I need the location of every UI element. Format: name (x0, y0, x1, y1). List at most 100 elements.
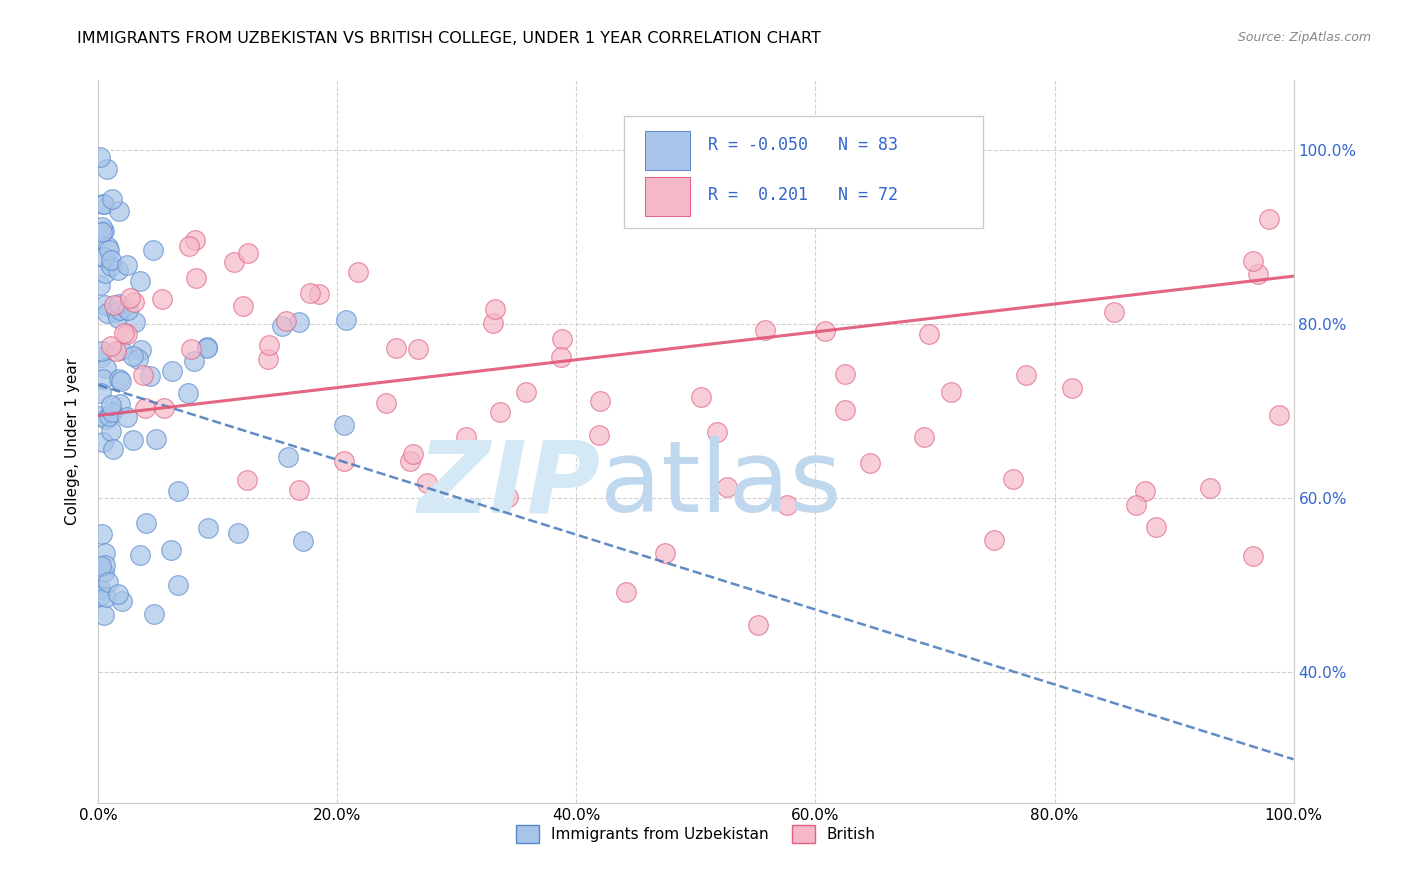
Point (105, 343, 128, 358)
Point (91, 344, 114, 359)
Point (112, 326, 135, 340)
Point (496, 491, 519, 505)
Text: R =  0.201   N = 72: R = 0.201 N = 72 (709, 186, 898, 204)
Point (1258, 212, 1281, 227)
Point (291, 534, 314, 549)
Point (96, 306, 118, 320)
Point (912, 430, 935, 444)
Point (834, 368, 856, 382)
Point (132, 368, 155, 383)
Bar (644, 177, 690, 217)
Point (105, 305, 128, 319)
Point (236, 245, 259, 260)
Point (100, 398, 122, 412)
Text: Source: ZipAtlas.com: Source: ZipAtlas.com (1237, 31, 1371, 45)
Point (298, 286, 321, 301)
Point (122, 295, 145, 310)
Point (333, 454, 356, 468)
Point (91, 526, 114, 541)
Point (107, 587, 129, 601)
Point (90, 385, 112, 400)
Point (94, 298, 117, 312)
Point (939, 385, 962, 400)
Point (100, 259, 122, 273)
Point (271, 318, 294, 333)
Point (89, 589, 111, 603)
Point (183, 233, 205, 247)
Bar (644, 130, 690, 170)
Point (91, 220, 114, 235)
Point (89, 582, 111, 597)
Point (100, 253, 122, 268)
Point (277, 450, 299, 464)
Point (335, 312, 357, 326)
Point (588, 428, 610, 442)
Point (257, 352, 280, 367)
Point (103, 298, 125, 312)
Point (167, 483, 190, 498)
Legend: Immigrants from Uzbekistan, British: Immigrants from Uzbekistan, British (510, 819, 882, 849)
Point (184, 271, 207, 285)
Point (488, 405, 510, 419)
Point (456, 429, 478, 443)
Text: IMMIGRANTS FROM UZBEKISTAN VS BRITISH COLLEGE, UNDER 1 YEAR CORRELATION CHART: IMMIGRANTS FROM UZBEKISTAN VS BRITISH CO… (77, 31, 821, 46)
Point (89, 409, 111, 423)
Point (115, 409, 138, 424)
Point (108, 372, 131, 386)
Point (139, 369, 162, 384)
Point (90, 350, 112, 364)
Point (142, 243, 165, 257)
Point (90, 559, 112, 574)
Point (166, 577, 188, 591)
Point (107, 263, 129, 277)
Point (183, 354, 205, 368)
Point (515, 384, 537, 399)
Point (1125, 498, 1147, 512)
Point (347, 265, 370, 279)
Point (859, 456, 882, 470)
Point (152, 401, 174, 416)
Point (1267, 408, 1289, 422)
Point (91, 196, 114, 211)
Point (222, 254, 245, 268)
Point (918, 327, 941, 342)
Point (177, 386, 200, 401)
Point (226, 526, 249, 541)
Point (94, 545, 117, 559)
Point (129, 274, 152, 288)
Point (308, 286, 330, 301)
Point (259, 338, 281, 352)
Point (276, 314, 298, 328)
Point (97, 575, 120, 590)
Point (1060, 381, 1083, 395)
Point (129, 343, 152, 358)
Text: R = -0.050   N = 83: R = -0.050 N = 83 (709, 136, 898, 154)
Point (122, 433, 145, 447)
Point (117, 327, 139, 342)
Point (374, 396, 396, 410)
Point (232, 299, 254, 313)
Point (195, 340, 218, 354)
Point (96, 240, 118, 254)
Point (406, 342, 429, 356)
Point (117, 302, 139, 317)
Point (1133, 483, 1156, 498)
Point (96, 161, 118, 176)
Point (91, 372, 114, 386)
Point (120, 291, 142, 305)
Point (145, 432, 167, 446)
Point (91, 434, 114, 449)
Point (288, 316, 311, 330)
Point (93, 224, 115, 238)
Point (98, 243, 121, 257)
Point (776, 498, 799, 512)
Point (98, 409, 121, 424)
Point (983, 533, 1005, 547)
Point (115, 258, 138, 272)
Point (1144, 520, 1167, 534)
FancyBboxPatch shape (624, 116, 983, 228)
Point (1002, 472, 1025, 486)
Point (1199, 481, 1222, 495)
Point (162, 364, 184, 378)
Text: atlas: atlas (600, 436, 842, 533)
